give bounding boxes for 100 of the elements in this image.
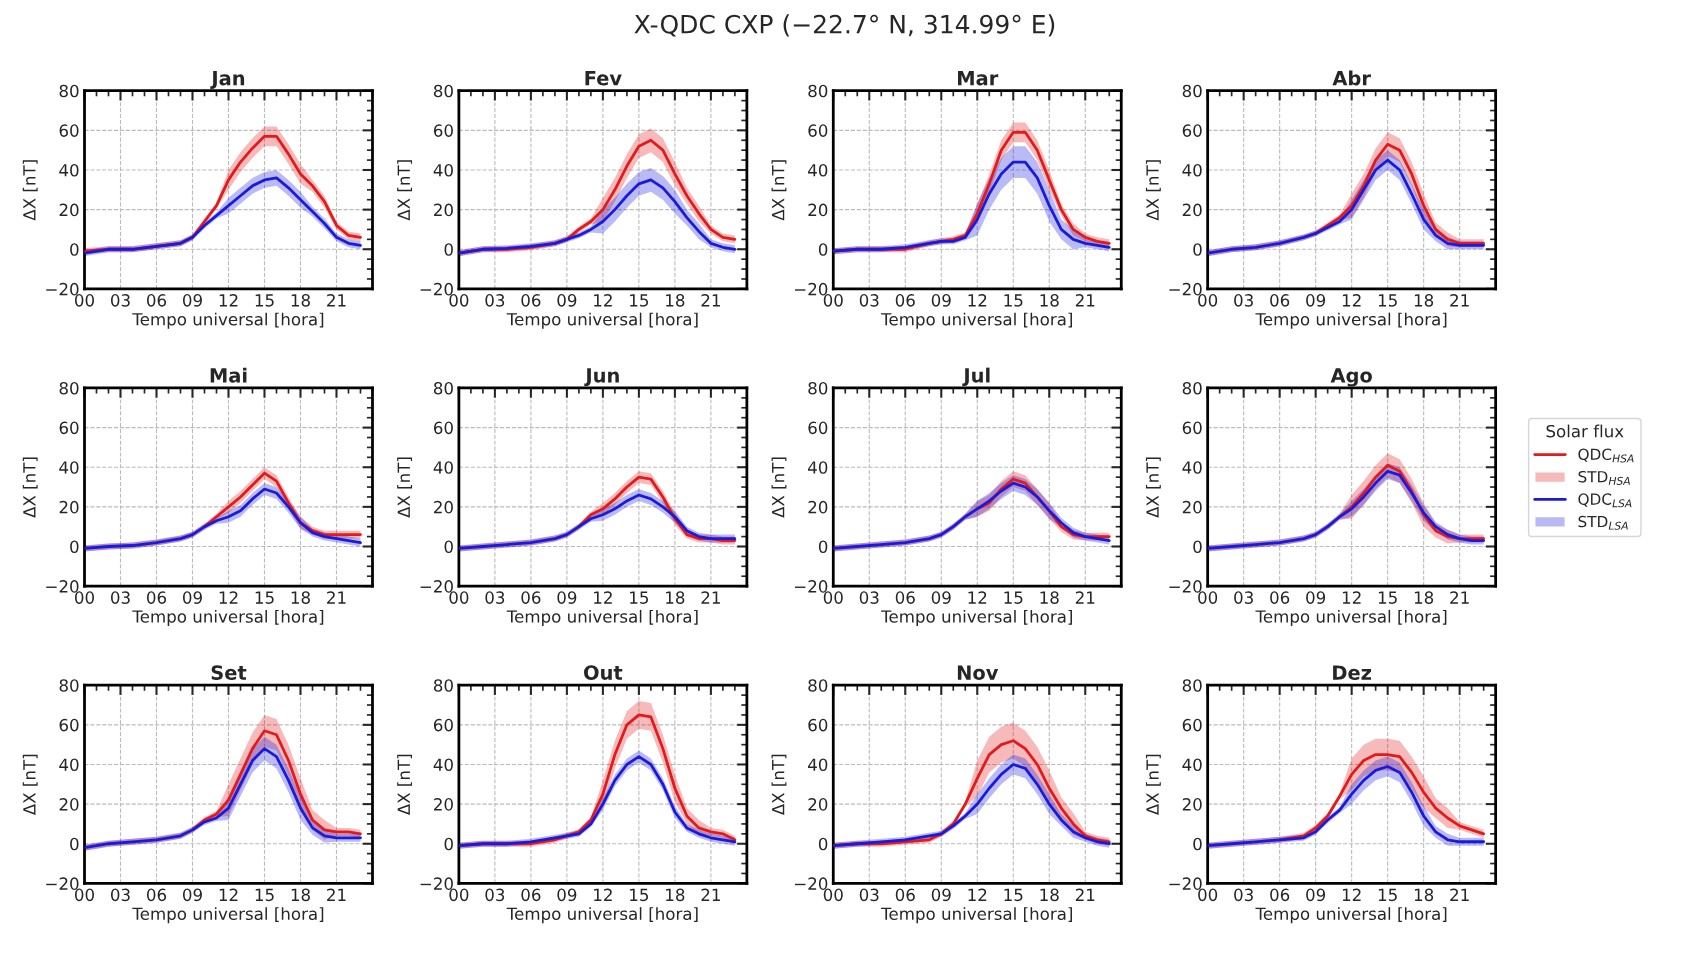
x-tick-label: 12 (594, 888, 612, 901)
x-tick-label: 06 (146, 591, 167, 604)
y-tick-label: 0 (70, 837, 79, 851)
x-tick-label: 12 (219, 888, 238, 901)
x-tick-label: 21 (701, 294, 720, 307)
x-tick-label: 18 (666, 888, 685, 902)
y-tick-label: 40 (1182, 758, 1202, 772)
y-tick-label: 20 (59, 500, 79, 514)
x-tick-label: 12 (219, 591, 238, 604)
x-tick-label: 06 (521, 888, 541, 902)
y-tick-label: −20 (46, 282, 79, 296)
x-tick-label: 21 (327, 888, 346, 901)
chart-title: Dez (1333, 665, 1372, 680)
y-tick-label: 40 (59, 461, 79, 474)
y-tick-label: 0 (70, 243, 79, 256)
x-tick-label: 18 (291, 888, 310, 902)
y-tick-label: −20 (1169, 877, 1202, 890)
y-tick-label: 60 (808, 718, 828, 732)
y-tick-label: 60 (808, 421, 828, 435)
x-tick-label: 00 (1198, 294, 1218, 307)
x-tick-label: 09 (1306, 294, 1326, 307)
x-tick-label: 09 (182, 888, 202, 902)
x-tick-label: 12 (968, 294, 987, 307)
y-tick-label: 20 (1182, 203, 1202, 217)
x-tick-label: 21 (1075, 294, 1095, 307)
y-tick-label: 20 (808, 203, 828, 217)
chart-title: Jul (962, 367, 990, 387)
y-tick-label: 0 (1193, 540, 1202, 554)
x-tick-label: 00 (823, 591, 843, 604)
x-tick-label: 21 (327, 591, 346, 604)
x-axis-title: Tempo universal [hora] (132, 907, 324, 924)
x-tick-label: 00 (74, 888, 94, 902)
y-axis-title: ΔX [nT] (1145, 457, 1161, 518)
x-tick-label: 15 (1378, 591, 1397, 604)
chart-title: Mar (958, 70, 999, 86)
x-tick-label: 15 (1004, 888, 1023, 902)
y-axis-title: ΔX [nT] (22, 457, 38, 518)
x-tick-label: 03 (1234, 888, 1253, 902)
x-axis-title: Tempo universal [hora] (506, 907, 698, 924)
x-tick-label: 03 (1234, 591, 1253, 604)
y-tick-label: 80 (808, 84, 828, 98)
y-tick-label: 40 (433, 461, 453, 474)
y-tick-label: 80 (433, 381, 453, 395)
x-tick-label: 21 (1450, 591, 1469, 604)
x-axis-title: Tempo universal [hora] (1255, 609, 1447, 627)
x-tick-label: 09 (557, 888, 577, 902)
chart-title: Fev (585, 70, 622, 86)
y-tick-label: 0 (1193, 243, 1202, 256)
x-tick-label: 06 (895, 888, 915, 902)
y-tick-label: −20 (46, 580, 79, 593)
legend-label: QDC$_{LSA}$ (1578, 493, 1632, 508)
x-axis-title: Tempo universal [hora] (506, 312, 698, 329)
x-tick-label: 18 (1414, 294, 1434, 307)
y-tick-label: 80 (59, 381, 79, 395)
x-tick-label: 15 (630, 591, 649, 604)
x-tick-label: 15 (630, 888, 649, 902)
x-tick-label: 15 (630, 294, 649, 307)
x-tick-label: 09 (182, 591, 202, 604)
x-tick-label: 18 (1040, 591, 1059, 604)
text: X-QDC CXP (−22.7° N, 314.99° E) (634, 14, 1055, 37)
x-tick-label: 09 (557, 591, 577, 604)
y-tick-label: 60 (808, 124, 828, 137)
x-tick-label: 03 (110, 591, 130, 604)
y-tick-label: 80 (808, 679, 828, 692)
x-tick-label: 00 (449, 591, 469, 604)
y-tick-label: 40 (433, 163, 453, 177)
y-tick-label: −20 (46, 877, 79, 890)
x-axis-title: Tempo universal [hora] (1255, 312, 1447, 329)
legend-label: QDC$_{HSA}$ (1578, 448, 1634, 463)
y-tick-label: −20 (795, 282, 828, 296)
x-tick-label: 18 (1040, 294, 1059, 307)
y-axis-title: ΔX [nT] (397, 457, 413, 518)
x-axis-title: Tempo universal [hora] (881, 609, 1072, 627)
x-tick-label: 21 (327, 294, 346, 307)
x-tick-label: 15 (255, 591, 274, 604)
y-tick-label: 40 (808, 461, 828, 474)
x-tick-label: 06 (1270, 888, 1290, 902)
y-tick-label: 40 (1182, 461, 1202, 474)
x-axis-title: Tempo universal [hora] (881, 907, 1072, 924)
y-tick-label: 0 (818, 837, 828, 851)
y-tick-label: 60 (59, 124, 79, 137)
y-tick-label: 60 (59, 718, 79, 732)
x-tick-label: 12 (594, 591, 612, 604)
line-series (191, 729, 362, 836)
x-tick-label: 18 (1040, 888, 1059, 902)
y-axis-title: ΔX [nT] (397, 160, 413, 221)
x-tick-label: 06 (146, 888, 167, 902)
text: STD$_{LSA}$ (1578, 515, 1628, 530)
x-tick-label: 21 (1075, 591, 1095, 604)
chart-title: Set (211, 665, 247, 680)
x-tick-label: 18 (666, 591, 685, 604)
x-tick-label: 06 (521, 591, 541, 604)
y-tick-label: 40 (808, 758, 828, 772)
x-axis-title: Tempo universal [hora] (132, 312, 324, 329)
y-tick-label: 60 (433, 124, 453, 137)
chart-title: Jan (210, 70, 245, 90)
y-tick-label: −20 (795, 580, 828, 593)
y-tick-label: 80 (1182, 84, 1202, 98)
x-tick-label: 03 (110, 294, 130, 307)
x-tick-label: 15 (1378, 294, 1397, 307)
